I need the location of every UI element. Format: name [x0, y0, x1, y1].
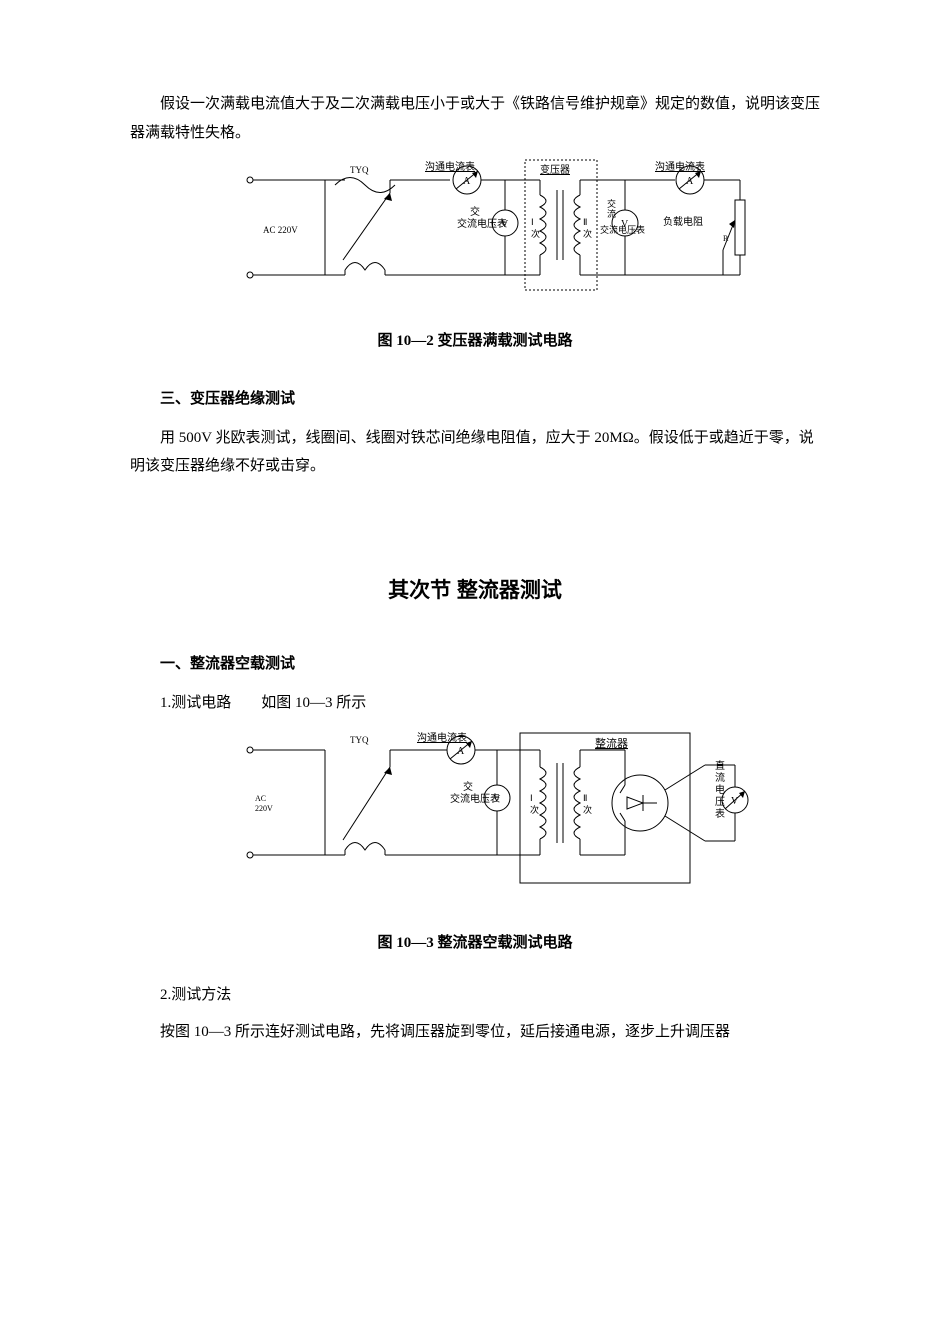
figure-10-2: AC 220V TYQ A 沟通电流表 — [130, 155, 820, 355]
label-acvolt-1b: 交流电压表 — [457, 217, 507, 230]
label-220v: 220V — [255, 804, 273, 813]
paragraph-3: 按图 10—3 所示连好测试电路，先将调压器旋到零位，延后接通电源，逐步上升调压… — [130, 1018, 820, 1047]
page: 假设一次满载电流值大于及二次满载电压小于或大于《铁路信号维护规章》规定的数值，说… — [0, 0, 950, 1110]
label-acvolt-2a: 交 — [463, 780, 473, 793]
figure-10-3: AC 220V TYQ A 沟通电流表 V 交 交 — [130, 725, 820, 911]
label-secondary-2: Ⅱ — [583, 793, 587, 803]
label-rectifier: 整流器 — [595, 736, 628, 750]
label-ac220v: AC 220V — [263, 225, 298, 235]
label-ammeter1: 沟通电流表 — [425, 160, 475, 173]
label-primary: Ⅰ — [531, 217, 534, 227]
label-dcvolt-b: 流 — [715, 771, 725, 784]
label-acvolt-1: 交 — [470, 205, 480, 218]
circuit-diagram-10-2: AC 220V TYQ A 沟通电流表 — [195, 155, 755, 310]
label-acvolt2c: 交流电压表 — [600, 224, 645, 235]
paragraph-1: 假设一次满载电流值大于及二次满载电压小于或大于《铁路信号维护规章》规定的数值，说… — [130, 90, 820, 147]
label-dcvolt-e: 表 — [715, 807, 725, 820]
heading-rectifier-noload: 一、整流器空载测试 — [130, 650, 820, 679]
heading-section-rectifier: 其次节 整流器测试 — [130, 571, 820, 611]
heading-transformer-insulation: 三、变压器绝缘测试 — [130, 385, 820, 414]
label-secondary-2b: 次 — [583, 804, 592, 815]
item-2-test-method: 2.测试方法 — [130, 981, 820, 1010]
label-dcvolt-c: 电 — [715, 783, 725, 796]
label-transformer: 变压器 — [540, 163, 570, 176]
circuit-diagram-10-3: AC 220V TYQ A 沟通电流表 V 交 交 — [195, 725, 755, 900]
label-secondary-b: 次 — [583, 228, 592, 239]
label-primary-2: Ⅰ — [530, 793, 533, 803]
label-tyq: TYQ — [350, 165, 369, 175]
figure-10-2-caption: 图 10—2 变压器满载测试电路 — [130, 327, 820, 356]
label-ac: AC — [255, 794, 266, 803]
label-acvolt2b: 流 — [607, 208, 616, 219]
label-primary-b: 次 — [531, 228, 540, 239]
paragraph-2: 用 500V 兆欧表测试，线圈间、线圈对铁芯间绝缘电阻值，应大于 20MΩ。假设… — [130, 424, 820, 481]
label-ammeter-2: 沟通电流表 — [417, 731, 467, 744]
label-dcvolt-d: 压 — [715, 796, 725, 808]
item-1-test-circuit: 1.测试电路 如图 10—3 所示 — [130, 689, 820, 718]
figure-10-3-caption: 图 10—3 整流器空载测试电路 — [130, 929, 820, 958]
label-acvolt2a: 交 — [607, 198, 616, 209]
label-dcvolt-a: 直 — [715, 759, 725, 772]
label-primary-2b: 次 — [530, 804, 539, 815]
label-ammeter2: 沟通电流表 — [655, 160, 705, 173]
label-loadr: R — [723, 234, 729, 243]
label-acvolt-2b: 交流电压表 — [450, 792, 500, 805]
label-tyq-2: TYQ — [350, 735, 369, 745]
label-loadres: 负载电阻 — [663, 215, 703, 228]
label-secondary: Ⅱ — [583, 217, 587, 227]
